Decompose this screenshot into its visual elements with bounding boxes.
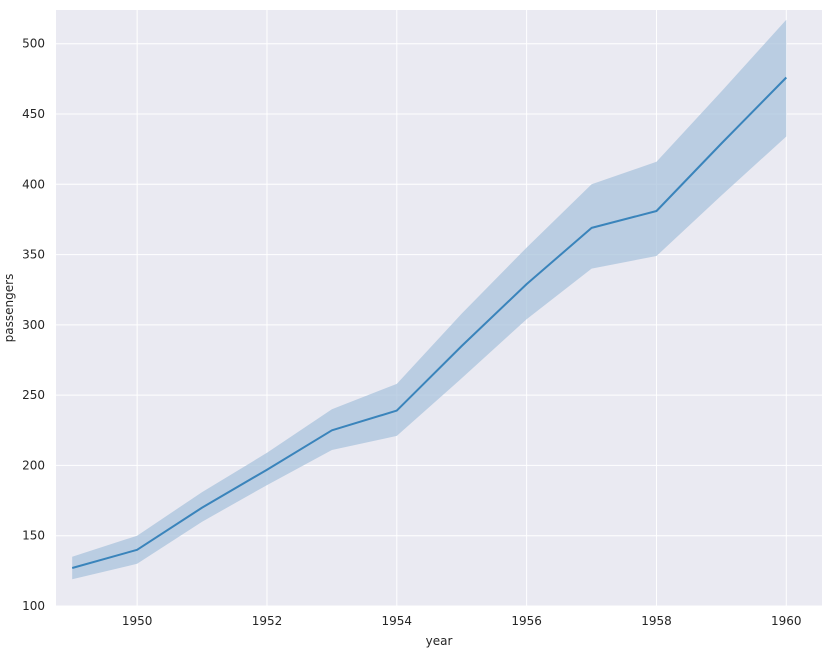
y-axis-title: passengers: [2, 274, 16, 343]
x-tick-label: 1952: [252, 614, 283, 628]
x-tick-label: 1954: [382, 614, 413, 628]
x-tick-label: 1958: [641, 614, 672, 628]
x-tick-label: 1950: [122, 614, 153, 628]
y-tick-label: 300: [22, 318, 45, 332]
series-line-group: [71, 76, 788, 569]
series-line: [71, 76, 788, 569]
y-tick-label: 100: [22, 599, 45, 613]
y-tick-label: 350: [22, 248, 45, 262]
tick-labels: 1950 1952 1954 1956 1958 1960 100 150 200 250 300 3…: [22, 37, 801, 628]
y-tick-label: 250: [22, 388, 45, 402]
x-tick-label: 1960: [771, 614, 802, 628]
x-tick-label: 1956: [511, 614, 542, 628]
y-tick-label: 400: [22, 177, 45, 191]
y-tick-label: 200: [22, 458, 45, 472]
y-tick-label: 150: [22, 529, 45, 543]
y-tick-label: 450: [22, 107, 45, 121]
x-axis-title: year: [426, 634, 453, 648]
y-tick-label: 500: [22, 37, 45, 51]
